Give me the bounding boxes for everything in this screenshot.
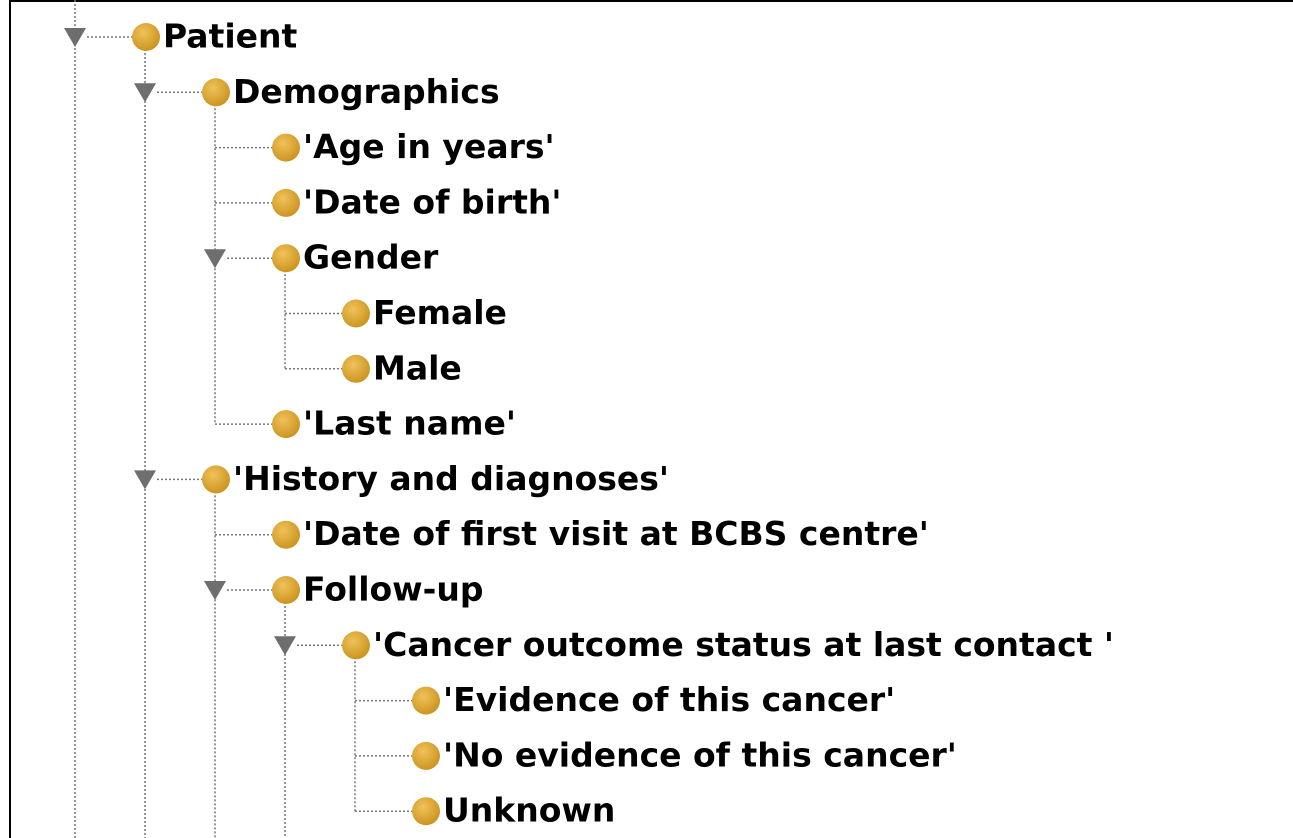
node-label[interactable]: 'Evidence of this cancer' — [443, 680, 895, 719]
node-label[interactable]: 'Age in years' — [303, 127, 555, 166]
expand-toggle[interactable] — [204, 249, 226, 269]
node-label[interactable]: Unknown — [443, 791, 615, 830]
expand-toggle[interactable] — [64, 28, 86, 47]
node-label[interactable]: Patient — [163, 17, 298, 56]
class-icon — [342, 631, 370, 660]
class-icon — [412, 797, 440, 826]
class-icon — [272, 520, 300, 549]
node-label[interactable]: 'Date of first visit at BCBS centre' — [303, 514, 929, 553]
class-icon — [132, 23, 160, 51]
class-icon — [412, 686, 440, 715]
node-label[interactable]: Male — [373, 348, 462, 387]
expand-toggle[interactable] — [134, 83, 156, 103]
expand-toggle[interactable] — [134, 470, 156, 490]
class-icon — [202, 78, 230, 107]
class-icon — [342, 299, 370, 328]
node-label[interactable]: 'Date of birth' — [303, 182, 562, 221]
node-label[interactable]: Gender — [303, 238, 439, 277]
class-icon — [272, 188, 300, 217]
class-icon — [412, 741, 440, 770]
class-icon — [272, 133, 300, 162]
node-label[interactable]: Female — [373, 293, 507, 332]
class-icon — [272, 410, 300, 439]
node-label[interactable]: 'History and diagnoses' — [233, 459, 669, 498]
expand-toggle[interactable] — [274, 636, 296, 656]
node-label[interactable]: Follow-up — [303, 570, 483, 609]
class-icon — [272, 244, 300, 273]
node-label[interactable]: 'No evidence of this cancer' — [443, 735, 957, 774]
node-label[interactable]: 'Cancer outcome status at last contact ' — [373, 625, 1114, 664]
class-icon — [202, 465, 230, 494]
node-label[interactable]: Demographics — [233, 72, 500, 111]
node-label[interactable]: 'Last name' — [303, 404, 516, 443]
expand-toggle[interactable] — [204, 581, 226, 600]
class-icon — [272, 576, 300, 604]
class-icon — [342, 354, 370, 383]
